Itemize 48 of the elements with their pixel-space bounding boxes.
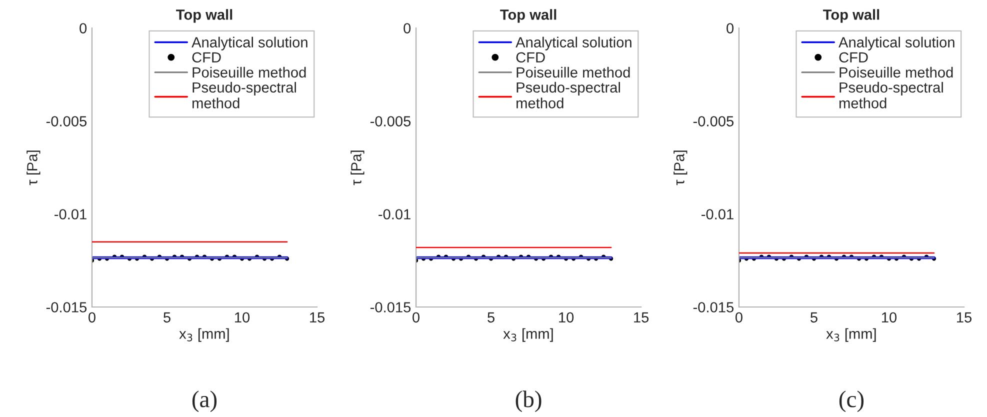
text: (c) [839, 390, 864, 412]
legend-label: Poiseuille method [516, 66, 630, 78]
y-tick-label: -0.005 [693, 116, 734, 126]
x-tick-label: 15 [634, 312, 649, 323]
x-tick-label: 10 [235, 312, 250, 323]
legend-label: Poiseuille method [192, 66, 306, 78]
legend-label: Analytical solution [192, 36, 308, 50]
y-tick-label: -0.015 [693, 302, 734, 312]
legend-label: CFD [192, 52, 221, 63]
x-tick-label: 15 [957, 312, 972, 323]
y-tick-label: -0.01 [378, 209, 410, 220]
y-tick-label: -0.015 [370, 302, 411, 312]
x-axis-title: x$_{3}$ [mm] [179, 328, 229, 342]
y-tick-label: 0 [726, 23, 734, 34]
text: (a) [192, 390, 217, 412]
x-tick-label: 5 [164, 312, 170, 323]
legend-label: CFD [516, 52, 545, 63]
chart-title: Top wall [176, 9, 232, 23]
x-tick-label: 0 [88, 312, 96, 323]
x-tick-label: 5 [810, 312, 818, 323]
y-tick-label: -0.005 [370, 116, 411, 126]
y-axis-title: τ [Pa] [674, 150, 688, 186]
text: (b) [516, 390, 542, 412]
y-tick-label: -0.01 [54, 209, 86, 220]
chart-title: Top wall [823, 9, 880, 23]
legend-label: Analytical solution [838, 36, 954, 50]
legend-label: Poiseuille method [840, 66, 953, 78]
x-tick-label: 15 [310, 312, 325, 323]
legend-label: Pseudo-spectral method [516, 82, 620, 108]
y-axis-title: τ [Pa] [26, 150, 40, 186]
x-axis-title: x$_{3}$ [mm] [826, 328, 876, 342]
y-tick-label: -0.005 [46, 116, 87, 126]
y-tick-label: 0 [404, 23, 411, 34]
chart-title: Top wall [500, 9, 556, 23]
x-tick-label: 10 [882, 312, 897, 323]
y-tick-label: 0 [80, 23, 87, 34]
legend-label: Pseudo-spectral method [192, 82, 296, 108]
x-tick-label: 5 [488, 312, 494, 323]
legend-label: Pseudo-spectral method [839, 82, 943, 108]
y-tick-label: -0.01 [702, 209, 734, 220]
legend-label: Analytical solution [516, 36, 632, 50]
y-tick-label: -0.015 [46, 302, 87, 312]
x-tick-label: 0 [735, 312, 742, 323]
x-tick-label: 0 [412, 312, 420, 323]
y-axis-title: τ [Pa] [350, 150, 364, 186]
x-tick-label: 10 [559, 312, 574, 323]
legend-label: CFD [839, 52, 868, 63]
x-axis-title: x$_{3}$ [mm] [503, 328, 553, 342]
